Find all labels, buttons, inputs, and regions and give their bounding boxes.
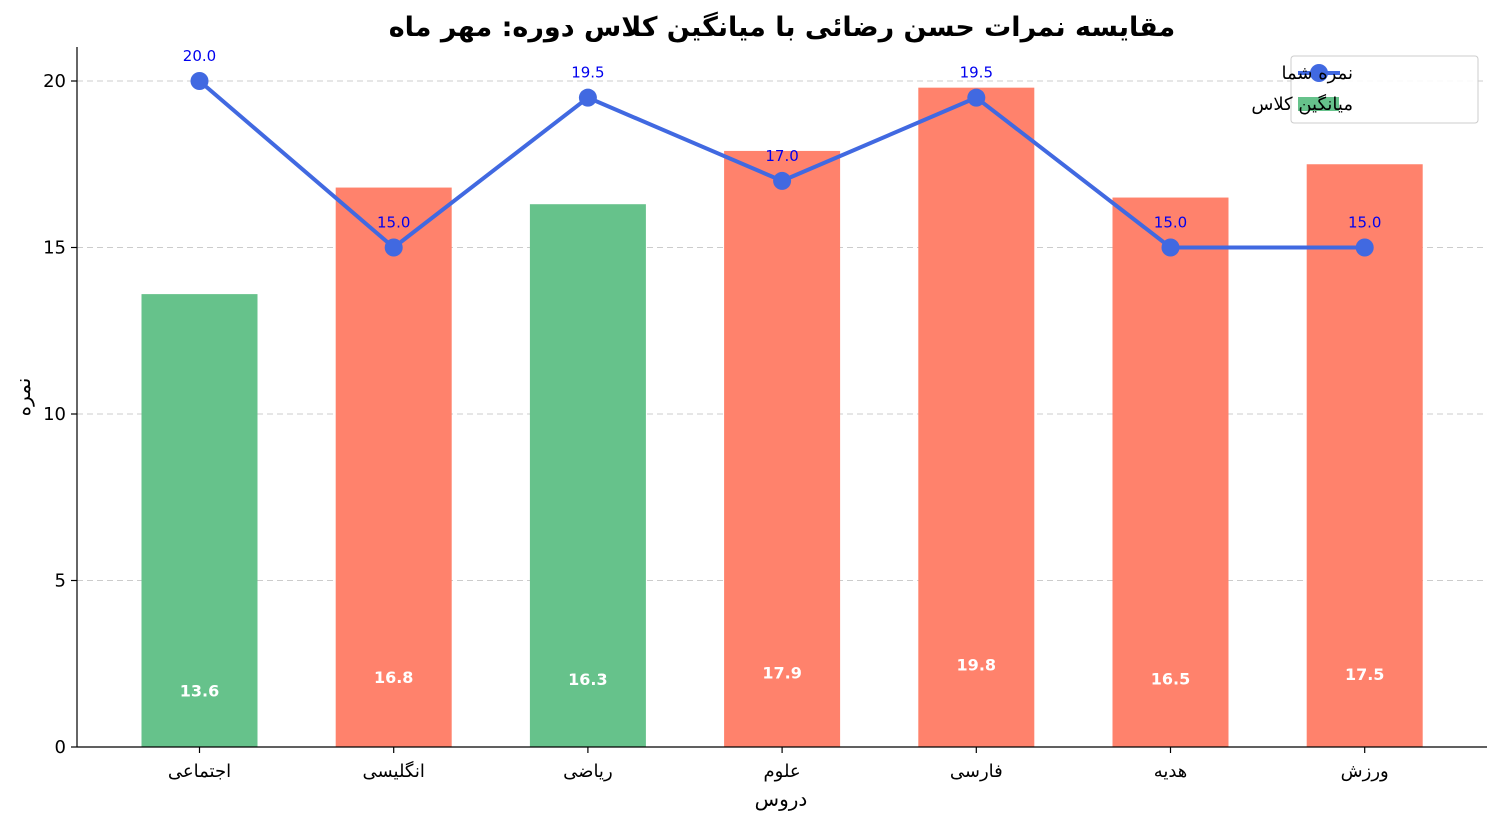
y-ticks: 0 5 10 15 20 <box>43 71 77 758</box>
y-tick-label: 10 <box>43 404 66 425</box>
bar-value-label: 13.6 <box>180 681 219 700</box>
score-value-label: 15.0 <box>1348 214 1381 232</box>
score-value-label: 15.0 <box>1154 214 1187 232</box>
x-tick-label: علوم <box>764 761 801 782</box>
x-tick-label: اجتماعی <box>168 761 231 782</box>
y-tick-label: 20 <box>43 71 66 92</box>
chart-title: مقایسه نمرات حسن رضائی با میانگین کلاس د… <box>389 11 1176 43</box>
bar-value-label: 17.9 <box>762 663 801 682</box>
x-tick-label: انگلیسی <box>362 760 424 782</box>
score-point <box>1355 238 1374 257</box>
y-tick-label: 15 <box>43 238 66 259</box>
score-point <box>384 238 403 257</box>
score-value-label: 17.0 <box>765 147 798 165</box>
x-tick-label: ریاضی <box>563 761 612 782</box>
score-value-label: 19.5 <box>960 64 993 82</box>
score-point <box>967 88 986 107</box>
score-point <box>190 72 209 90</box>
legend-bar-swatch <box>1298 97 1339 111</box>
score-point <box>773 171 792 190</box>
legend-label-class-average: میانگین کلاس <box>1251 93 1353 115</box>
legend-label-student: نمره شما <box>1282 63 1353 84</box>
bar-value-label: 16.3 <box>568 670 607 689</box>
bar <box>335 187 452 747</box>
x-tick-label: فارسی <box>950 761 1003 782</box>
bar-value-label: 19.8 <box>957 656 996 675</box>
score-value-label: 15.0 <box>377 214 410 232</box>
score-value-label: 20.0 <box>183 47 216 65</box>
score-point <box>578 88 597 107</box>
bar <box>918 87 1035 747</box>
score-value-label: 19.5 <box>571 64 604 82</box>
bar-value-label: 17.5 <box>1345 665 1384 684</box>
bar <box>1112 197 1229 748</box>
bar <box>141 294 258 747</box>
score-point <box>1161 238 1180 257</box>
x-axis-label: دروس <box>755 787 808 811</box>
bar-value-label: 16.5 <box>1151 669 1190 688</box>
bar-value-label: 16.8 <box>374 668 413 687</box>
y-tick-label: 5 <box>55 571 66 592</box>
x-tick-label: ورزش <box>1341 761 1389 782</box>
legend-marker-swatch <box>1310 64 1328 82</box>
y-tick-label: 0 <box>55 737 66 758</box>
bar-labels: 13.6 16.8 16.3 17.9 19.8 16.5 17.5 <box>180 656 1385 701</box>
line-layer: 20.0 15.0 19.5 17.0 19.5 15.0 15.0 <box>183 47 1381 257</box>
bar <box>724 150 841 747</box>
x-ticks: اجتماعی انگلیسی ریاضی علوم فارسی هدیه ورزش <box>168 747 1389 782</box>
bars <box>141 87 1423 748</box>
bar <box>1306 164 1423 747</box>
y-axis-label: نمره <box>11 378 35 417</box>
bar <box>529 204 646 747</box>
legend: نمره شما میانگین کلاس <box>1251 55 1479 124</box>
x-tick-label: هدیه <box>1154 761 1188 782</box>
